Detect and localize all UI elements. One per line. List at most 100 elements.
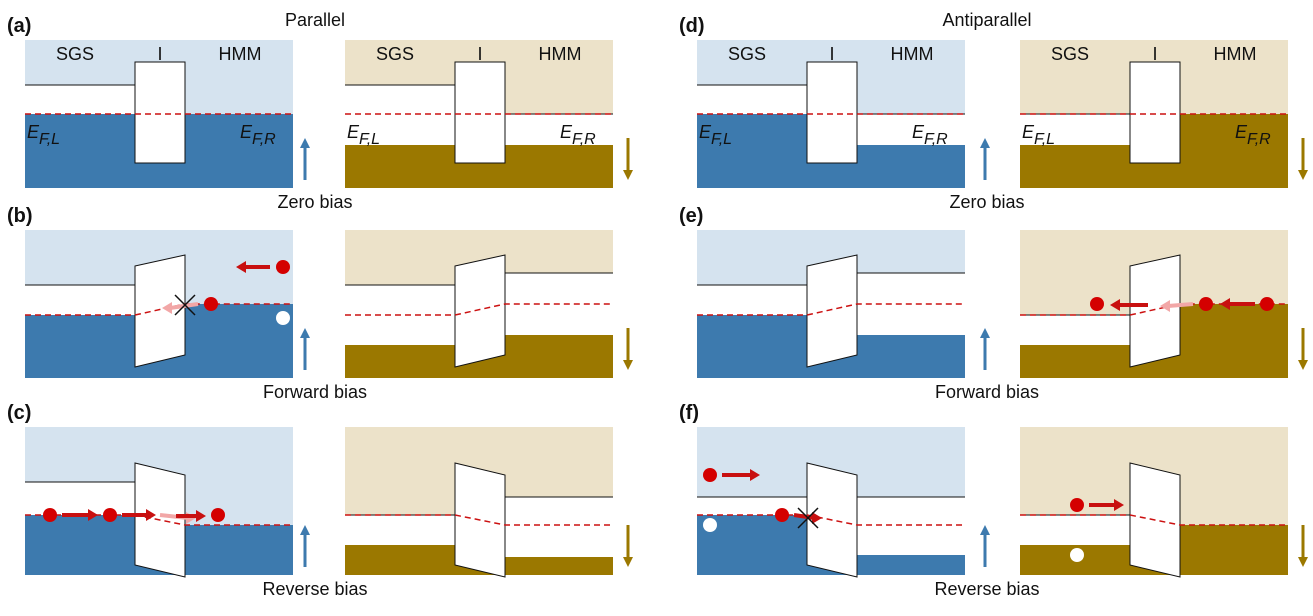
hole bbox=[1070, 548, 1084, 562]
electron bbox=[1090, 297, 1104, 311]
fermi-subscript: F,L bbox=[711, 131, 732, 148]
motion-arrow-head bbox=[750, 469, 760, 481]
gap-region bbox=[697, 497, 832, 515]
fermi-symbol: E bbox=[1022, 122, 1035, 142]
spin-arrow-head bbox=[980, 525, 990, 535]
region-label: HMM bbox=[219, 44, 262, 64]
hole bbox=[703, 518, 717, 532]
motion-arrow bbox=[793, 513, 815, 520]
fermi-sea bbox=[480, 557, 613, 575]
barrier bbox=[806, 61, 858, 164]
barrier bbox=[454, 61, 506, 164]
motion-arrow-head bbox=[162, 302, 172, 314]
fermi-label: EF,L bbox=[347, 122, 380, 148]
region-label: I bbox=[477, 44, 482, 64]
spin-arrow-head bbox=[623, 360, 633, 370]
motion-arrow-head bbox=[1220, 298, 1230, 310]
electron bbox=[103, 508, 117, 522]
panel-label: (e) bbox=[679, 205, 703, 227]
barrier bbox=[134, 61, 186, 164]
fermi-symbol: E bbox=[347, 122, 360, 142]
barrier bbox=[1129, 254, 1181, 368]
fermi-level bbox=[25, 303, 293, 316]
spin-arrow-head bbox=[980, 328, 990, 338]
barrier bbox=[454, 254, 506, 368]
spin-arrow-head bbox=[1298, 360, 1308, 370]
fermi-subscript: F,R bbox=[572, 131, 596, 148]
electron bbox=[276, 260, 290, 274]
column-title: Antiparallel bbox=[942, 10, 1031, 30]
spin-arrow-head bbox=[623, 170, 633, 180]
electron bbox=[1199, 297, 1213, 311]
region-label: SGS bbox=[1051, 44, 1089, 64]
panel-label: (c) bbox=[7, 402, 31, 424]
fermi-symbol: E bbox=[560, 122, 573, 142]
fermi-label: EF,L bbox=[1022, 122, 1055, 148]
motion-arrow bbox=[1167, 302, 1194, 308]
panel-label: (b) bbox=[7, 205, 33, 227]
motion-arrow-head bbox=[1160, 300, 1170, 312]
fermi-symbol: E bbox=[240, 122, 253, 142]
fermi-level bbox=[697, 303, 965, 316]
spin-arrow-head bbox=[980, 138, 990, 148]
motion-arrow-head bbox=[1114, 499, 1124, 511]
electron bbox=[1070, 498, 1084, 512]
electron bbox=[1260, 297, 1274, 311]
electron bbox=[775, 508, 789, 522]
panel-caption: Zero bias bbox=[949, 192, 1024, 212]
barrier bbox=[806, 254, 858, 368]
fermi-symbol: E bbox=[699, 122, 712, 142]
fermi-label: EF,L bbox=[699, 122, 732, 148]
region-label: HMM bbox=[539, 44, 582, 64]
fermi-level bbox=[1020, 514, 1288, 526]
fermi-label: EF,R bbox=[1235, 122, 1271, 148]
fermi-symbol: E bbox=[1235, 122, 1248, 142]
spin-arrow-head bbox=[300, 328, 310, 338]
electron bbox=[204, 297, 218, 311]
fermi-symbol: E bbox=[27, 122, 40, 142]
panel-caption: Forward bias bbox=[263, 382, 367, 402]
motion-arrow-head bbox=[812, 512, 822, 524]
fermi-symbol: E bbox=[912, 122, 925, 142]
fermi-label: EF,R bbox=[912, 122, 948, 148]
region-label: HMM bbox=[891, 44, 934, 64]
motion-arrow-head bbox=[196, 510, 206, 522]
fermi-subscript: F,L bbox=[359, 131, 380, 148]
motion-arrow-head bbox=[236, 261, 246, 273]
fermi-subscript: F,R bbox=[924, 131, 948, 148]
hole bbox=[276, 311, 290, 325]
spin-arrow-head bbox=[623, 557, 633, 567]
electron bbox=[43, 508, 57, 522]
fermi-label: EF,R bbox=[560, 122, 596, 148]
fermi-subscript: F,L bbox=[39, 131, 60, 148]
panel-caption: Forward bias bbox=[935, 382, 1039, 402]
barrier bbox=[1129, 61, 1181, 164]
fermi-subscript: F,R bbox=[1247, 131, 1271, 148]
region-label: I bbox=[157, 44, 162, 64]
spin-arrow-head bbox=[300, 525, 310, 535]
electron bbox=[211, 508, 225, 522]
panel-caption: Reverse bias bbox=[262, 579, 367, 599]
panel-caption: Reverse bias bbox=[934, 579, 1039, 599]
motion-arrow-head bbox=[1110, 299, 1120, 311]
barrier bbox=[134, 254, 186, 368]
region-label: I bbox=[829, 44, 834, 64]
spin-arrow-head bbox=[300, 138, 310, 148]
fermi-subscript: F,L bbox=[1034, 131, 1055, 148]
blocked bbox=[174, 294, 196, 316]
column-title: Parallel bbox=[285, 10, 345, 30]
motion-arrow-head bbox=[88, 509, 98, 521]
fermi-level bbox=[345, 303, 613, 316]
panel-label: (d) bbox=[679, 15, 705, 37]
motion-arrow-head bbox=[146, 509, 156, 521]
fermi-subscript: F,R bbox=[252, 131, 276, 148]
panel-label: (a) bbox=[7, 15, 31, 37]
fermi-label: EF,L bbox=[27, 122, 60, 148]
region-label: SGS bbox=[728, 44, 766, 64]
region-label: SGS bbox=[56, 44, 94, 64]
region-label: I bbox=[1152, 44, 1157, 64]
blocked bbox=[797, 507, 819, 529]
spin-arrow-head bbox=[1298, 170, 1308, 180]
fermi-level bbox=[697, 514, 965, 526]
